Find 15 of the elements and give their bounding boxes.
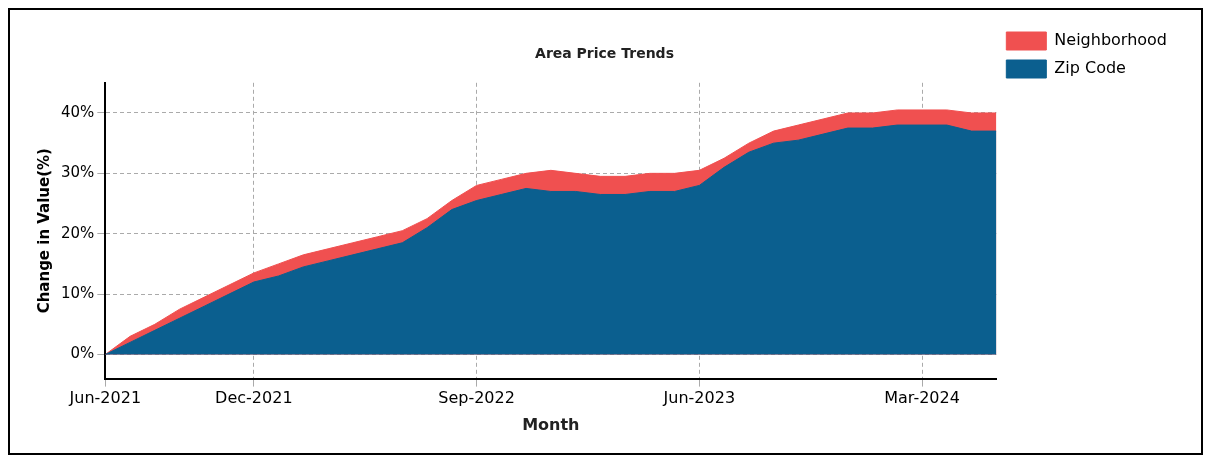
y-tick-label: 20% <box>61 223 95 242</box>
y-tick-label: 10% <box>61 283 95 302</box>
x-tick-label: Mar-2024 <box>884 388 960 408</box>
x-tick-label: Sep-2022 <box>438 388 515 408</box>
x-tick-label: Dec-2021 <box>215 388 293 408</box>
legend-label: Neighborhood <box>1054 30 1167 50</box>
y-axis-title: Change in Value(%) <box>34 148 53 314</box>
chart-title: Area Price Trends <box>535 45 674 62</box>
legend-label: Zip Code <box>1054 58 1126 78</box>
y-tick-label: 40% <box>61 102 95 121</box>
y-tick-label: 0% <box>70 344 95 363</box>
x-axis-title: Month <box>522 414 580 434</box>
x-tick-label: Jun-2023 <box>662 388 736 408</box>
y-tick-label: 30% <box>61 163 95 182</box>
x-tick-label: Jun-2021 <box>68 388 142 408</box>
